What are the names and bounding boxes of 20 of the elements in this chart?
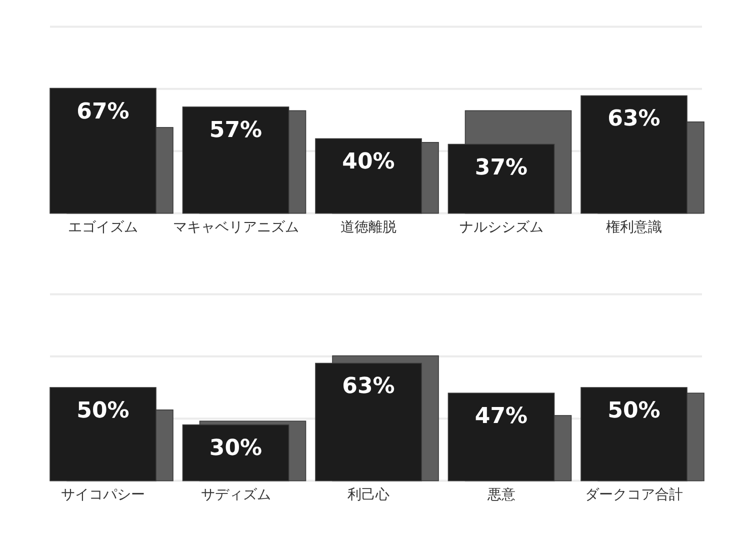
x-tick-label: 権利意識 xyxy=(606,219,662,236)
data-label: 50% xyxy=(76,398,130,424)
x-tick-label: マキャベリアニズム xyxy=(172,219,299,236)
data-label: 47% xyxy=(474,404,528,430)
x-tick-label: ナルシシズム xyxy=(459,219,544,236)
x-tick-label: 道徳離脱 xyxy=(340,219,396,236)
data-label: 63% xyxy=(608,106,660,132)
x-tick-label: ダークコア合計 xyxy=(585,486,683,503)
x-tick-label: 悪意 xyxy=(487,486,516,503)
x-tick-label: サディズム xyxy=(200,486,271,503)
data-label: 57% xyxy=(209,118,262,143)
x-tick-label: エゴイズム xyxy=(68,219,138,236)
data-label: 37% xyxy=(474,155,528,180)
data-label: 67% xyxy=(76,99,130,124)
data-label: 63% xyxy=(342,374,395,400)
data-label: 50% xyxy=(608,398,660,424)
x-tick-label: サイコパシー xyxy=(61,486,145,503)
data-label: 30% xyxy=(209,436,262,461)
data-label: 40% xyxy=(342,150,395,175)
x-tick-label: 利己心 xyxy=(348,486,390,503)
